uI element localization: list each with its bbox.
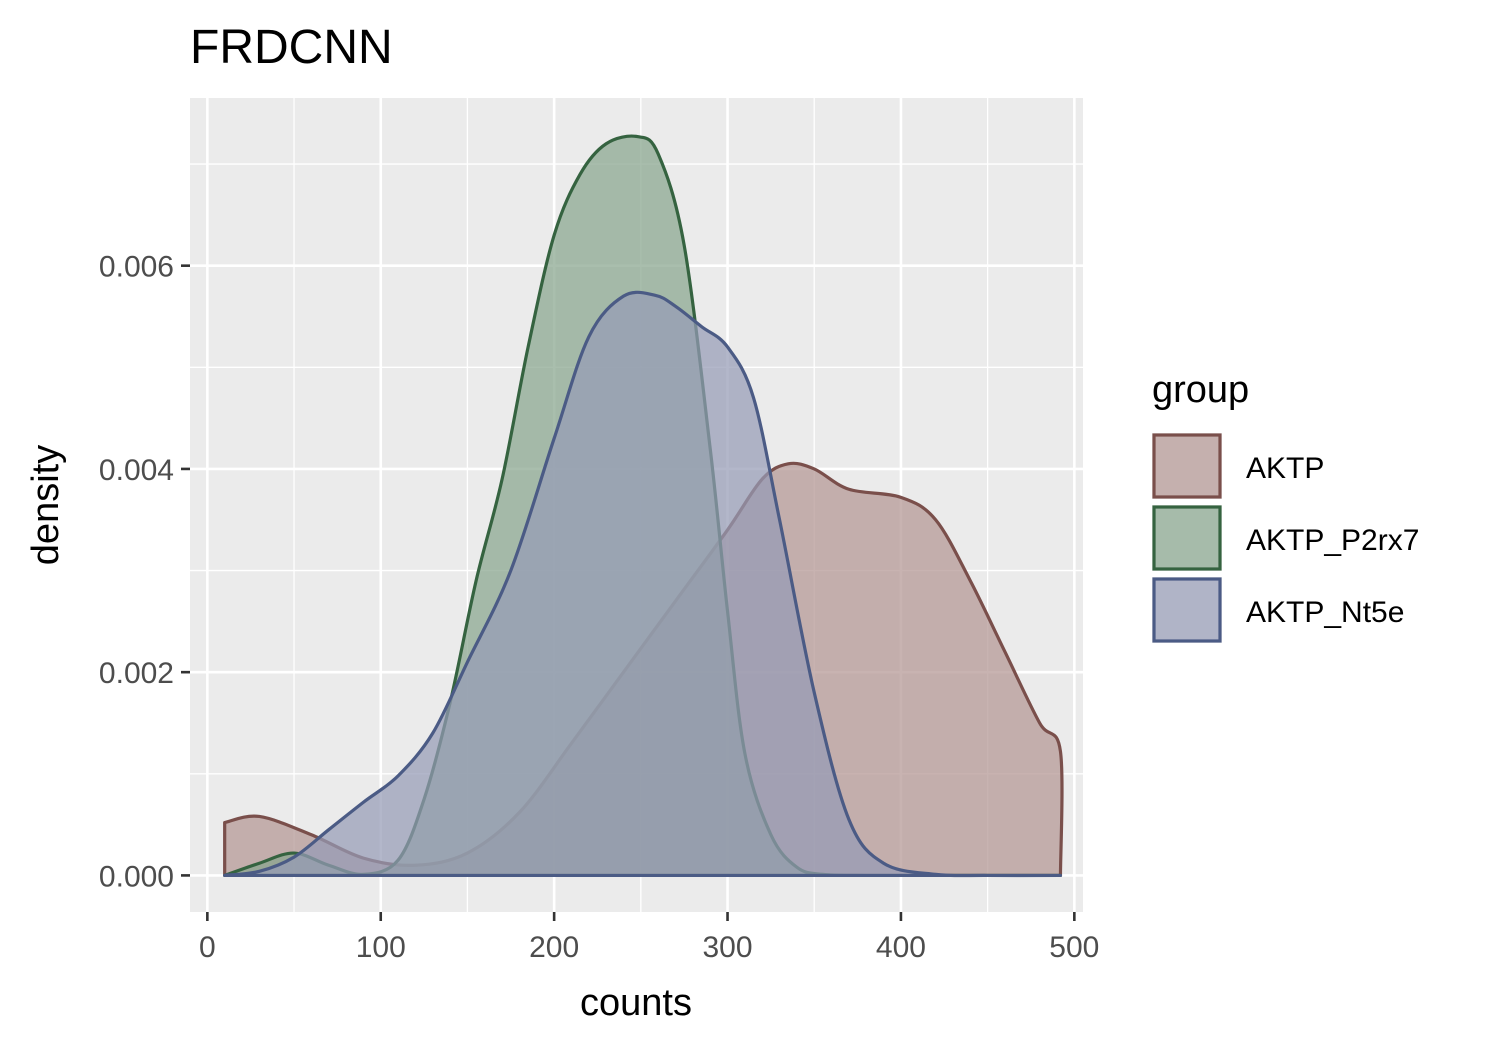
legend-label: AKTP_P2rx7	[1246, 524, 1419, 557]
x-tick-label: 300	[703, 931, 753, 964]
x-axis: 0 100 200 300 400 500	[199, 912, 1099, 964]
legend: group AKTP AKTP_P2rx7 AKTP_Nt5e	[1152, 369, 1419, 643]
legend-swatch	[1152, 433, 1222, 499]
density-area	[223, 290, 1063, 878]
density-series-3	[223, 290, 1063, 878]
x-tick-label: 200	[529, 931, 579, 964]
x-tick-label: 0	[199, 931, 216, 964]
x-tick-label: 100	[356, 931, 406, 964]
legend-title: group	[1152, 369, 1249, 411]
legend-label: AKTP	[1246, 452, 1324, 485]
y-tick-label: 0.004	[99, 454, 174, 487]
y-tick-label: 0.000	[99, 860, 174, 893]
series-layer	[223, 134, 1064, 878]
legend-items: AKTP AKTP_P2rx7 AKTP_Nt5e	[1152, 433, 1419, 643]
y-tick-label: 0.002	[99, 657, 174, 690]
legend-item: AKTP	[1152, 433, 1324, 499]
y-axis-title: density	[25, 445, 67, 565]
x-tick-label: 400	[876, 931, 926, 964]
legend-swatch	[1152, 505, 1222, 571]
x-axis-title: counts	[580, 982, 692, 1024]
legend-item: AKTP_Nt5e	[1152, 577, 1404, 643]
y-axis: 0.000 0.002 0.004 0.006	[99, 251, 190, 893]
legend-swatch	[1152, 577, 1222, 643]
y-tick-label: 0.006	[99, 251, 174, 284]
legend-item: AKTP_P2rx7	[1152, 505, 1419, 571]
legend-label: AKTP_Nt5e	[1246, 596, 1404, 629]
chart-title: FRDCNN	[190, 21, 393, 74]
x-tick-label: 500	[1049, 931, 1099, 964]
